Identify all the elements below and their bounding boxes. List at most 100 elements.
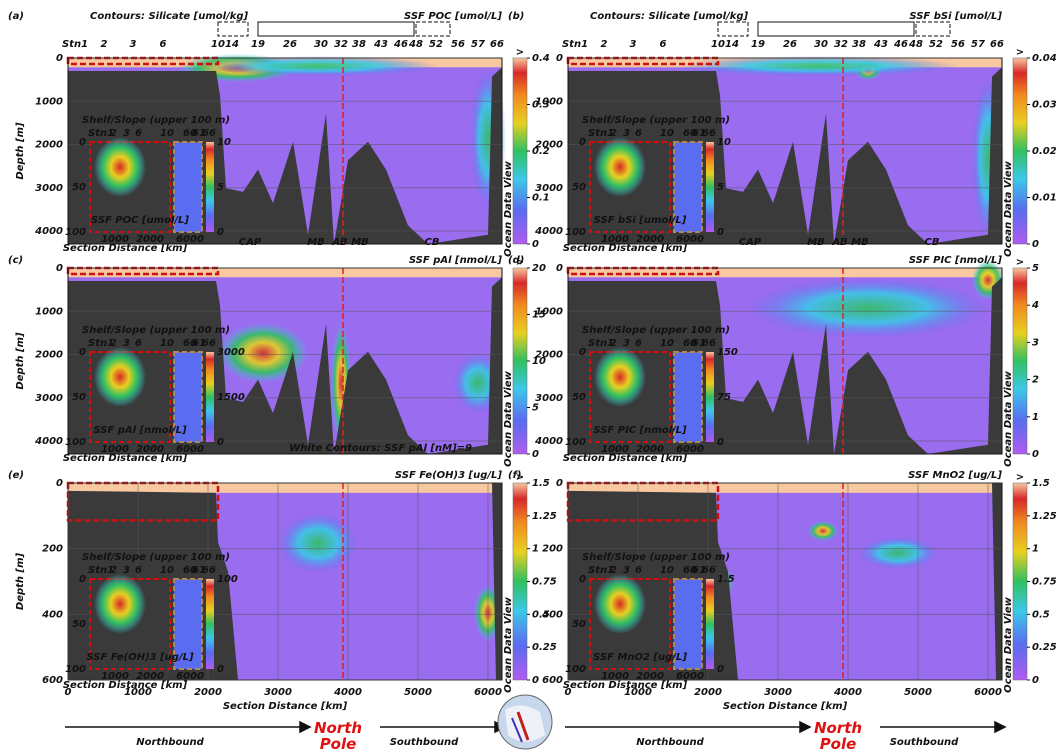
inset-y-tick-label: 0 <box>79 574 86 585</box>
inset-station-label: 60 <box>683 128 697 139</box>
inset-title: Shelf/Slope (upper 100 m) <box>582 552 730 563</box>
station-label: 26 <box>283 39 297 50</box>
colorbar <box>1012 482 1028 681</box>
x-tick-label: 0 <box>565 687 572 698</box>
station-label: 19 <box>751 39 765 50</box>
station-label: 6 <box>660 39 667 50</box>
y-tick-label: 0 <box>56 263 63 274</box>
field-patch <box>858 537 938 569</box>
inset-station-label: 2 <box>110 338 117 349</box>
inset-station-label: 66 <box>202 565 216 576</box>
inset-x-tick-label: 6000 <box>176 444 204 455</box>
colorbar-tick-label: 3 <box>1032 337 1039 348</box>
inset-station-label: 60 <box>683 565 697 576</box>
station-label: 2 <box>101 39 108 50</box>
inset-colorbar-label: 75 <box>717 392 731 403</box>
inset-station-label: 61 <box>192 128 206 139</box>
contour-label: Contours: Silicate [umol/kg] <box>590 11 749 22</box>
x-tick-label: 2000 <box>194 687 222 698</box>
inset-x-label: Section Distance [km] <box>563 453 688 464</box>
inset-colorbar <box>206 579 214 669</box>
inset-name: SSF MnO2 [ug/L] <box>593 652 687 663</box>
inset-x-tick-label: 2000 <box>136 234 164 245</box>
southbound-label: Southbound <box>890 737 959 748</box>
y-tick-label: 4000 <box>534 436 563 447</box>
inset-station-label: 66 <box>702 565 716 576</box>
inset-y-tick-label: 100 <box>65 227 86 238</box>
inset-x-label: Section Distance [km] <box>563 243 688 254</box>
panel-title: SSF PIC [nmol/L] <box>909 255 1003 266</box>
station-label: Stn1 <box>62 39 88 50</box>
inset-x-label: Section Distance [km] <box>63 453 188 464</box>
station-label: 30 <box>814 39 828 50</box>
inset-station-label: 61 <box>192 565 206 576</box>
inset-colorbar-label: 0 <box>717 227 724 238</box>
y-tick-label: 2000 <box>535 350 563 361</box>
colorbar-over: > <box>1016 257 1024 268</box>
x-tick-label: 3000 <box>264 687 292 698</box>
inset-x-tick-label: 2000 <box>136 444 164 455</box>
y-tick-label: 3000 <box>535 393 563 404</box>
colorbar-tick-label: 0.3 <box>532 100 550 111</box>
colorbar-over: > <box>516 257 524 268</box>
panel-label: (c) <box>8 255 23 266</box>
y-tick-label: 0 <box>556 478 563 489</box>
colorbar-label: Ocean Data View <box>1003 370 1014 466</box>
panel-label: (a) <box>8 11 24 22</box>
inset-field <box>94 347 146 407</box>
inset-colorbar-label: 0 <box>217 227 224 238</box>
y-tick-label: 200 <box>542 544 563 555</box>
station-label: 10 <box>711 39 725 50</box>
inset-station-label: 10 <box>660 565 674 576</box>
inset-station-label: 2 <box>110 128 117 139</box>
colorbar-tick-label: 5 <box>532 403 539 414</box>
inset-colorbar-label: 5 <box>717 182 724 193</box>
inset-station-label: 66 <box>202 338 216 349</box>
station-label: 14 <box>225 39 239 50</box>
inset-station-label: 66 <box>202 128 216 139</box>
inset-colorbar-label: 3000 <box>217 347 245 358</box>
colorbar <box>512 57 528 245</box>
inset-colorbar-label: 0 <box>217 437 224 448</box>
inset-y-tick-label: 100 <box>65 437 86 448</box>
colorbar-tick-label: 0.75 <box>532 577 557 588</box>
inset-station-label: 6 <box>135 338 142 349</box>
station-label: 14 <box>725 39 739 50</box>
inset-plot <box>173 141 203 233</box>
inset-station-label: 6 <box>635 338 642 349</box>
colorbar-tick-label: 20 <box>532 263 546 274</box>
inset-title: Shelf/Slope (upper 100 m) <box>82 552 230 563</box>
field-patch <box>198 56 438 76</box>
y-axis-label: Depth [m] <box>15 332 26 390</box>
inset-y-tick-label: 100 <box>565 437 586 448</box>
colorbar-tick-label: 0 <box>1032 239 1039 250</box>
inset-station-label: 3 <box>623 128 630 139</box>
inset-x-tick-label: 1000 <box>601 444 629 455</box>
inset-x-tick-label: 6000 <box>176 671 204 682</box>
inset-x-tick-label: 1000 <box>601 234 629 245</box>
colorbar-tick-label: 0 <box>532 675 539 686</box>
transect-box <box>757 21 915 37</box>
inset-x-tick-label: 1000 <box>601 671 629 682</box>
colorbar-tick-label: 4 <box>1031 300 1039 311</box>
station-label: 3 <box>130 39 137 50</box>
colorbar-tick-label: 1 <box>532 544 539 555</box>
y-tick-label: 600 <box>42 675 63 686</box>
x-tick-label: 5000 <box>404 687 432 698</box>
inset-station-label: 2 <box>610 565 617 576</box>
panel-title: SSF MnO2 [ug/L] <box>908 470 1002 481</box>
region-label: MB <box>851 237 869 248</box>
y-tick-label: 2000 <box>535 140 563 151</box>
x-tick-label: 1000 <box>124 687 152 698</box>
y-tick-label: 200 <box>42 544 63 555</box>
inset-y-tick-label: 0 <box>79 137 86 148</box>
region-label: MB <box>307 237 325 248</box>
north-pole-label: North Pole <box>313 719 363 753</box>
inset-colorbar <box>706 352 714 442</box>
colorbar-tick-label: 0.02 <box>1032 146 1057 157</box>
inset-station-label: 10 <box>660 128 674 139</box>
inset-station-label: 66 <box>702 338 716 349</box>
inset-y-tick-label: 50 <box>72 392 86 403</box>
colorbar-tick-label: 0.25 <box>1032 642 1057 653</box>
